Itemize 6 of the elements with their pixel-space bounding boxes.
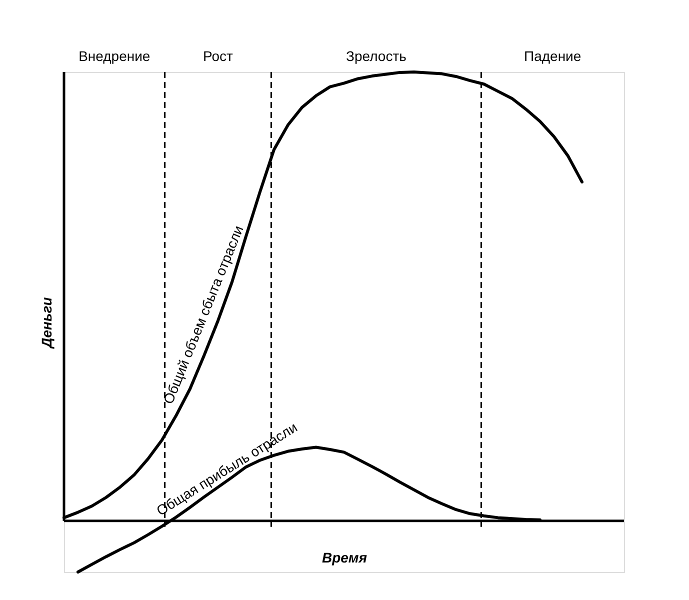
text: Внедрение <box>78 48 150 64</box>
x-axis-title: Время <box>322 549 368 566</box>
text: Падение <box>524 48 582 64</box>
y-axis-title: Деньги <box>38 296 54 349</box>
text: Рост <box>203 48 234 64</box>
text: Зрелость <box>346 48 406 64</box>
